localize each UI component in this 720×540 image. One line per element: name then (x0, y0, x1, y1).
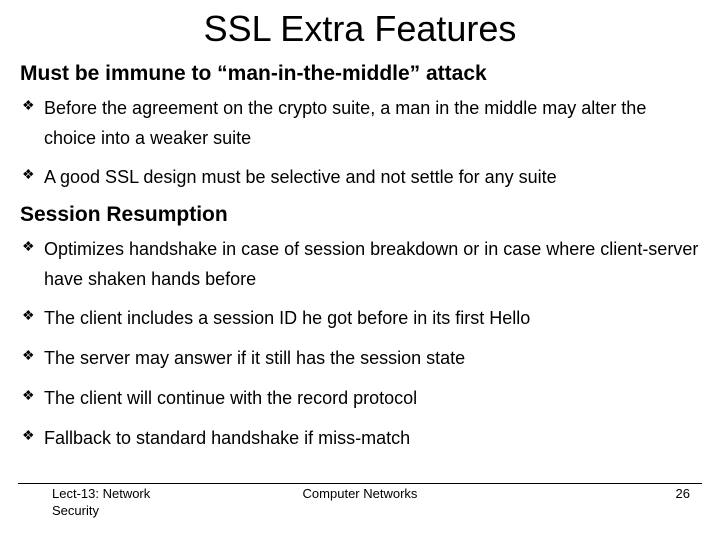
slide-title: SSL Extra Features (18, 8, 702, 50)
section-heading: Session Resumption (20, 203, 702, 227)
footer-center: Computer Networks (238, 486, 483, 501)
footer-left: Lect-13: Network Security (0, 486, 238, 520)
footer-left-line2: Security (52, 503, 99, 518)
footer: Lect-13: Network Security Computer Netwo… (0, 486, 720, 530)
footer-left-line1: Lect-13: Network (52, 486, 150, 501)
list-item: A good SSL design must be selective and … (18, 163, 702, 193)
bullet-list: Before the agreement on the crypto suite… (18, 94, 702, 193)
list-item: Optimizes handshake in case of session b… (18, 235, 702, 294)
list-item: The server may answer if it still has th… (18, 344, 702, 374)
list-item: The client includes a session ID he got … (18, 304, 702, 334)
list-item: Fallback to standard handshake if miss-m… (18, 424, 702, 454)
section-heading: Must be immune to “man-in-the-middle” at… (20, 62, 702, 86)
slide: SSL Extra Features Must be immune to “ma… (0, 0, 720, 540)
page-number: 26 (482, 486, 720, 501)
list-item: Before the agreement on the crypto suite… (18, 94, 702, 153)
footer-divider (18, 483, 702, 484)
list-item: The client will continue with the record… (18, 384, 702, 414)
bullet-list: Optimizes handshake in case of session b… (18, 235, 702, 453)
